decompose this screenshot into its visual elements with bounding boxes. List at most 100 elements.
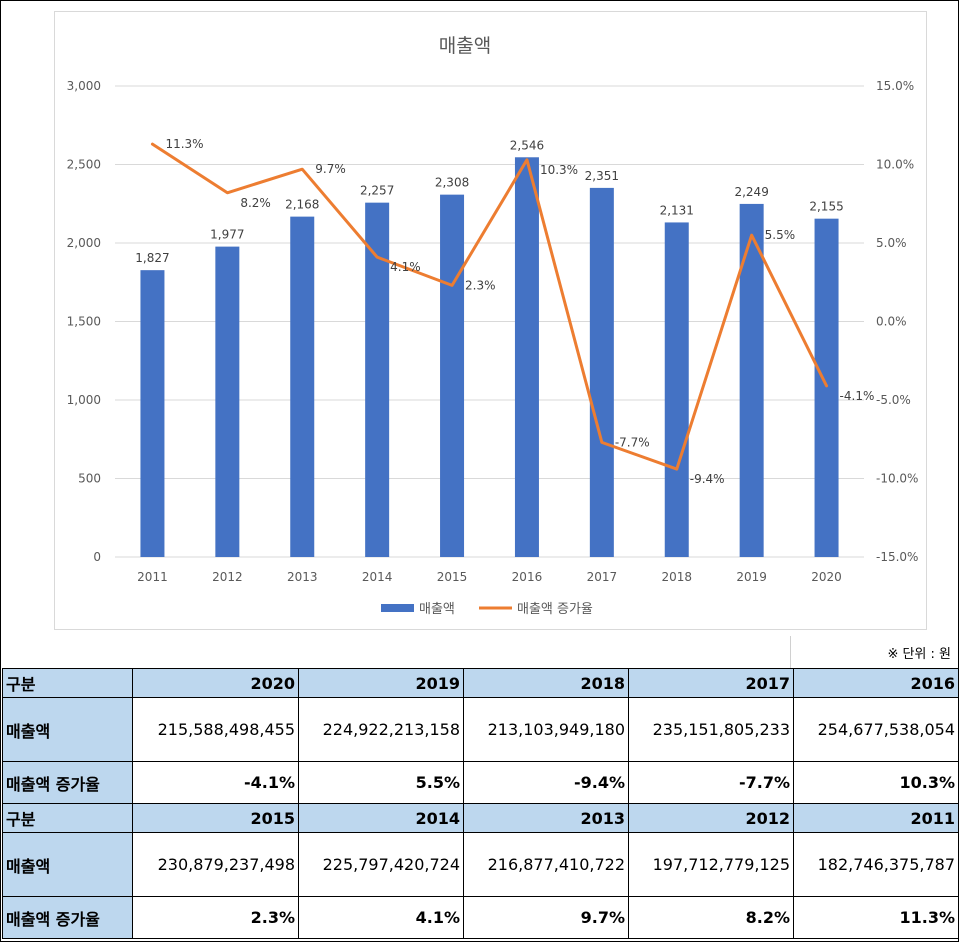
growth-label: 매출액 증가율: [2, 896, 133, 939]
bar: [140, 270, 165, 557]
bar: [440, 194, 465, 558]
line-data-label: 4.1%: [390, 260, 421, 274]
growth-line: [150, 142, 829, 471]
y-right-tick-label: -15.0%: [876, 550, 918, 564]
year-cell: 2017: [628, 668, 794, 698]
table-header-row: 구분 2020 2019 2018 2017 2016: [2, 668, 959, 698]
year-cell: 2019: [298, 668, 464, 698]
line-data-label: -7.7%: [615, 435, 650, 449]
revenue-cell: 197,712,779,125: [628, 832, 794, 897]
legend-label: 매출액 증가율: [517, 602, 593, 617]
growth-cell: 2.3%: [132, 896, 299, 939]
header-label: 구분: [2, 803, 133, 833]
revenue-cell: 225,797,420,724: [298, 832, 464, 897]
unit-note: ※ 단위 : 원: [887, 647, 951, 662]
bar-data-label: 2,351: [585, 169, 619, 183]
table-header-row: 구분 2015 2014 2013 2012 2011: [2, 803, 959, 833]
revenue-cell: 254,677,538,054: [793, 697, 959, 762]
bar-data-label: 2,308: [435, 176, 469, 190]
line-data-label: 2.3%: [465, 278, 496, 292]
bar-data-label: 1,827: [135, 251, 169, 265]
growth-cell: -4.1%: [132, 761, 299, 804]
bar-data-label: 2,155: [809, 200, 843, 214]
table-row-growth: 매출액 증가율 -4.1% 5.5% -9.4% -7.7% 10.3%: [2, 761, 959, 804]
revenue-cell: 224,922,213,158: [298, 697, 464, 762]
x-tick-label: 2017: [587, 570, 618, 584]
bar: [814, 218, 839, 558]
y-left-tick-label: 0: [93, 550, 101, 564]
y-right-tick-label: -10.0%: [876, 472, 918, 486]
table-row-revenue: 매출액 215,588,498,455 224,922,213,158 213,…: [2, 697, 959, 762]
header-label: 구분: [2, 668, 133, 698]
x-tick-label: 2015: [437, 570, 468, 584]
x-tick-label: 2019: [736, 570, 767, 584]
x-tick-label: 2012: [212, 570, 243, 584]
year-cell: 2013: [463, 803, 629, 833]
table-row-revenue: 매출액 230,879,237,498 225,797,420,724 216,…: [2, 832, 959, 897]
line-data-label: -4.1%: [840, 389, 875, 403]
year-cell: 2011: [793, 803, 959, 833]
revenue-cell: 182,746,375,787: [793, 832, 959, 897]
growth-cell: -9.4%: [463, 761, 629, 804]
growth-cell: -7.7%: [628, 761, 794, 804]
bar-data-label: 2,546: [510, 138, 544, 152]
y-left-tick-label: 500: [78, 472, 101, 486]
year-cell: 2012: [628, 803, 794, 833]
revenue-cell: 215,588,498,455: [132, 697, 299, 762]
x-tick-label: 2020: [811, 570, 842, 584]
x-tick-label: 2011: [137, 570, 168, 584]
growth-cell: 8.2%: [628, 896, 794, 939]
bar: [215, 246, 240, 557]
chart-title: 매출액: [439, 35, 491, 57]
legend-swatch-bar: [381, 604, 414, 612]
year-cell: 2018: [463, 668, 629, 698]
y-right-tick-label: 10.0%: [876, 158, 914, 172]
revenue-cell: 213,103,949,180: [463, 697, 629, 762]
revenue-label: 매출액: [2, 832, 133, 897]
line-data-label: 5.5%: [765, 228, 796, 242]
y-left-tick-label: 2,500: [67, 158, 101, 172]
x-tick-label: 2013: [287, 570, 318, 584]
growth-cell: 9.7%: [463, 896, 629, 939]
bar-data-label: 2,131: [660, 203, 694, 217]
revenue-cell: 235,151,805,233: [628, 697, 794, 762]
bar-data-label: 1,977: [210, 228, 244, 242]
y-right-tick-label: 0.0%: [876, 315, 907, 329]
revenue-cell: 230,879,237,498: [132, 832, 299, 897]
bar-data-label: 2,168: [285, 198, 319, 212]
growth-cell: 10.3%: [793, 761, 959, 804]
y-right-tick-label: 5.0%: [876, 236, 907, 250]
growth-cell: 11.3%: [793, 896, 959, 939]
revenue-label: 매출액: [2, 697, 133, 762]
growth-cell: 5.5%: [298, 761, 464, 804]
unit-divider: [790, 636, 791, 668]
table-row-growth: 매출액 증가율 2.3% 4.1% 9.7% 8.2% 11.3%: [2, 896, 959, 939]
bar: [589, 187, 614, 557]
y-left-tick-label: 1,000: [67, 393, 101, 407]
bar: [664, 222, 689, 558]
bar-data-label: 2,257: [360, 184, 394, 198]
growth-cell: 4.1%: [298, 896, 464, 939]
bar: [514, 157, 539, 557]
bar: [290, 216, 315, 557]
y-right-tick-label: -5.0%: [876, 393, 911, 407]
line-data-label: 9.7%: [315, 162, 346, 176]
x-tick-label: 2018: [661, 570, 692, 584]
y-left-tick-label: 2,000: [67, 236, 101, 250]
y-left-tick-label: 1,500: [67, 315, 101, 329]
year-cell: 2020: [132, 668, 299, 698]
combo-chart: 매출액 0 500 1,000 1,500 2,000 2,500 3,000 -15.0% -1…: [67, 35, 919, 617]
legend-label: 매출액: [419, 602, 455, 617]
x-tick-label: 2016: [512, 570, 543, 584]
year-cell: 2016: [793, 668, 959, 698]
bar-data-label: 2,249: [734, 185, 768, 199]
year-cell: 2014: [298, 803, 464, 833]
chart-area: 매출액 0 500 1,000 1,500 2,000 2,500 3,000 -15.0% -1…: [54, 11, 927, 630]
y-left-tick-label: 3,000: [67, 79, 101, 93]
data-table: 구분 2020 2019 2018 2017 2016 매출액 215,588,…: [2, 668, 959, 939]
revenue-cell: 216,877,410,722: [463, 832, 629, 897]
year-cell: 2015: [132, 803, 299, 833]
line-data-label: 10.3%: [540, 163, 578, 177]
line-data-label: 11.3%: [165, 137, 203, 151]
x-tick-label: 2014: [362, 570, 393, 584]
